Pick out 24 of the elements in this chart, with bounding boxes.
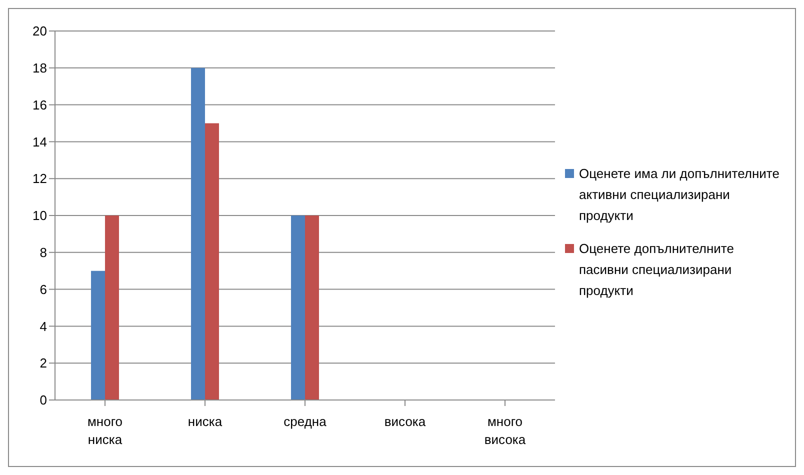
legend-label: Оценете има ли допълнителните активни специализирани продукти [579,164,780,225]
x-tick-label: средна [284,414,328,429]
x-tick-label: висока [384,414,426,429]
bar [91,270,105,400]
y-tick-label: 0 [40,392,47,408]
y-tick-label: 20 [32,24,47,39]
x-tick-label: много ниска [87,414,123,447]
y-tick-label: 14 [32,134,47,150]
bar [291,216,305,400]
x-tick-label: ниска [188,414,223,429]
x-tick-label: много висока [484,414,526,447]
bar [105,216,119,400]
legend-label: Оценете допълнителните пасивни специализирани продукти [579,240,735,300]
bar [191,68,205,400]
bar [305,216,319,400]
y-tick-label: 2 [40,356,47,371]
y-tick-label: 8 [40,245,47,260]
y-tick-label: 18 [32,60,47,76]
y-tick-label: 6 [40,282,47,297]
y-tick-label: 4 [40,318,47,334]
y-tick-label: 12 [32,171,47,186]
bar [205,123,219,400]
y-tick-label: 10 [32,208,47,224]
y-tick-label: 16 [32,97,47,112]
